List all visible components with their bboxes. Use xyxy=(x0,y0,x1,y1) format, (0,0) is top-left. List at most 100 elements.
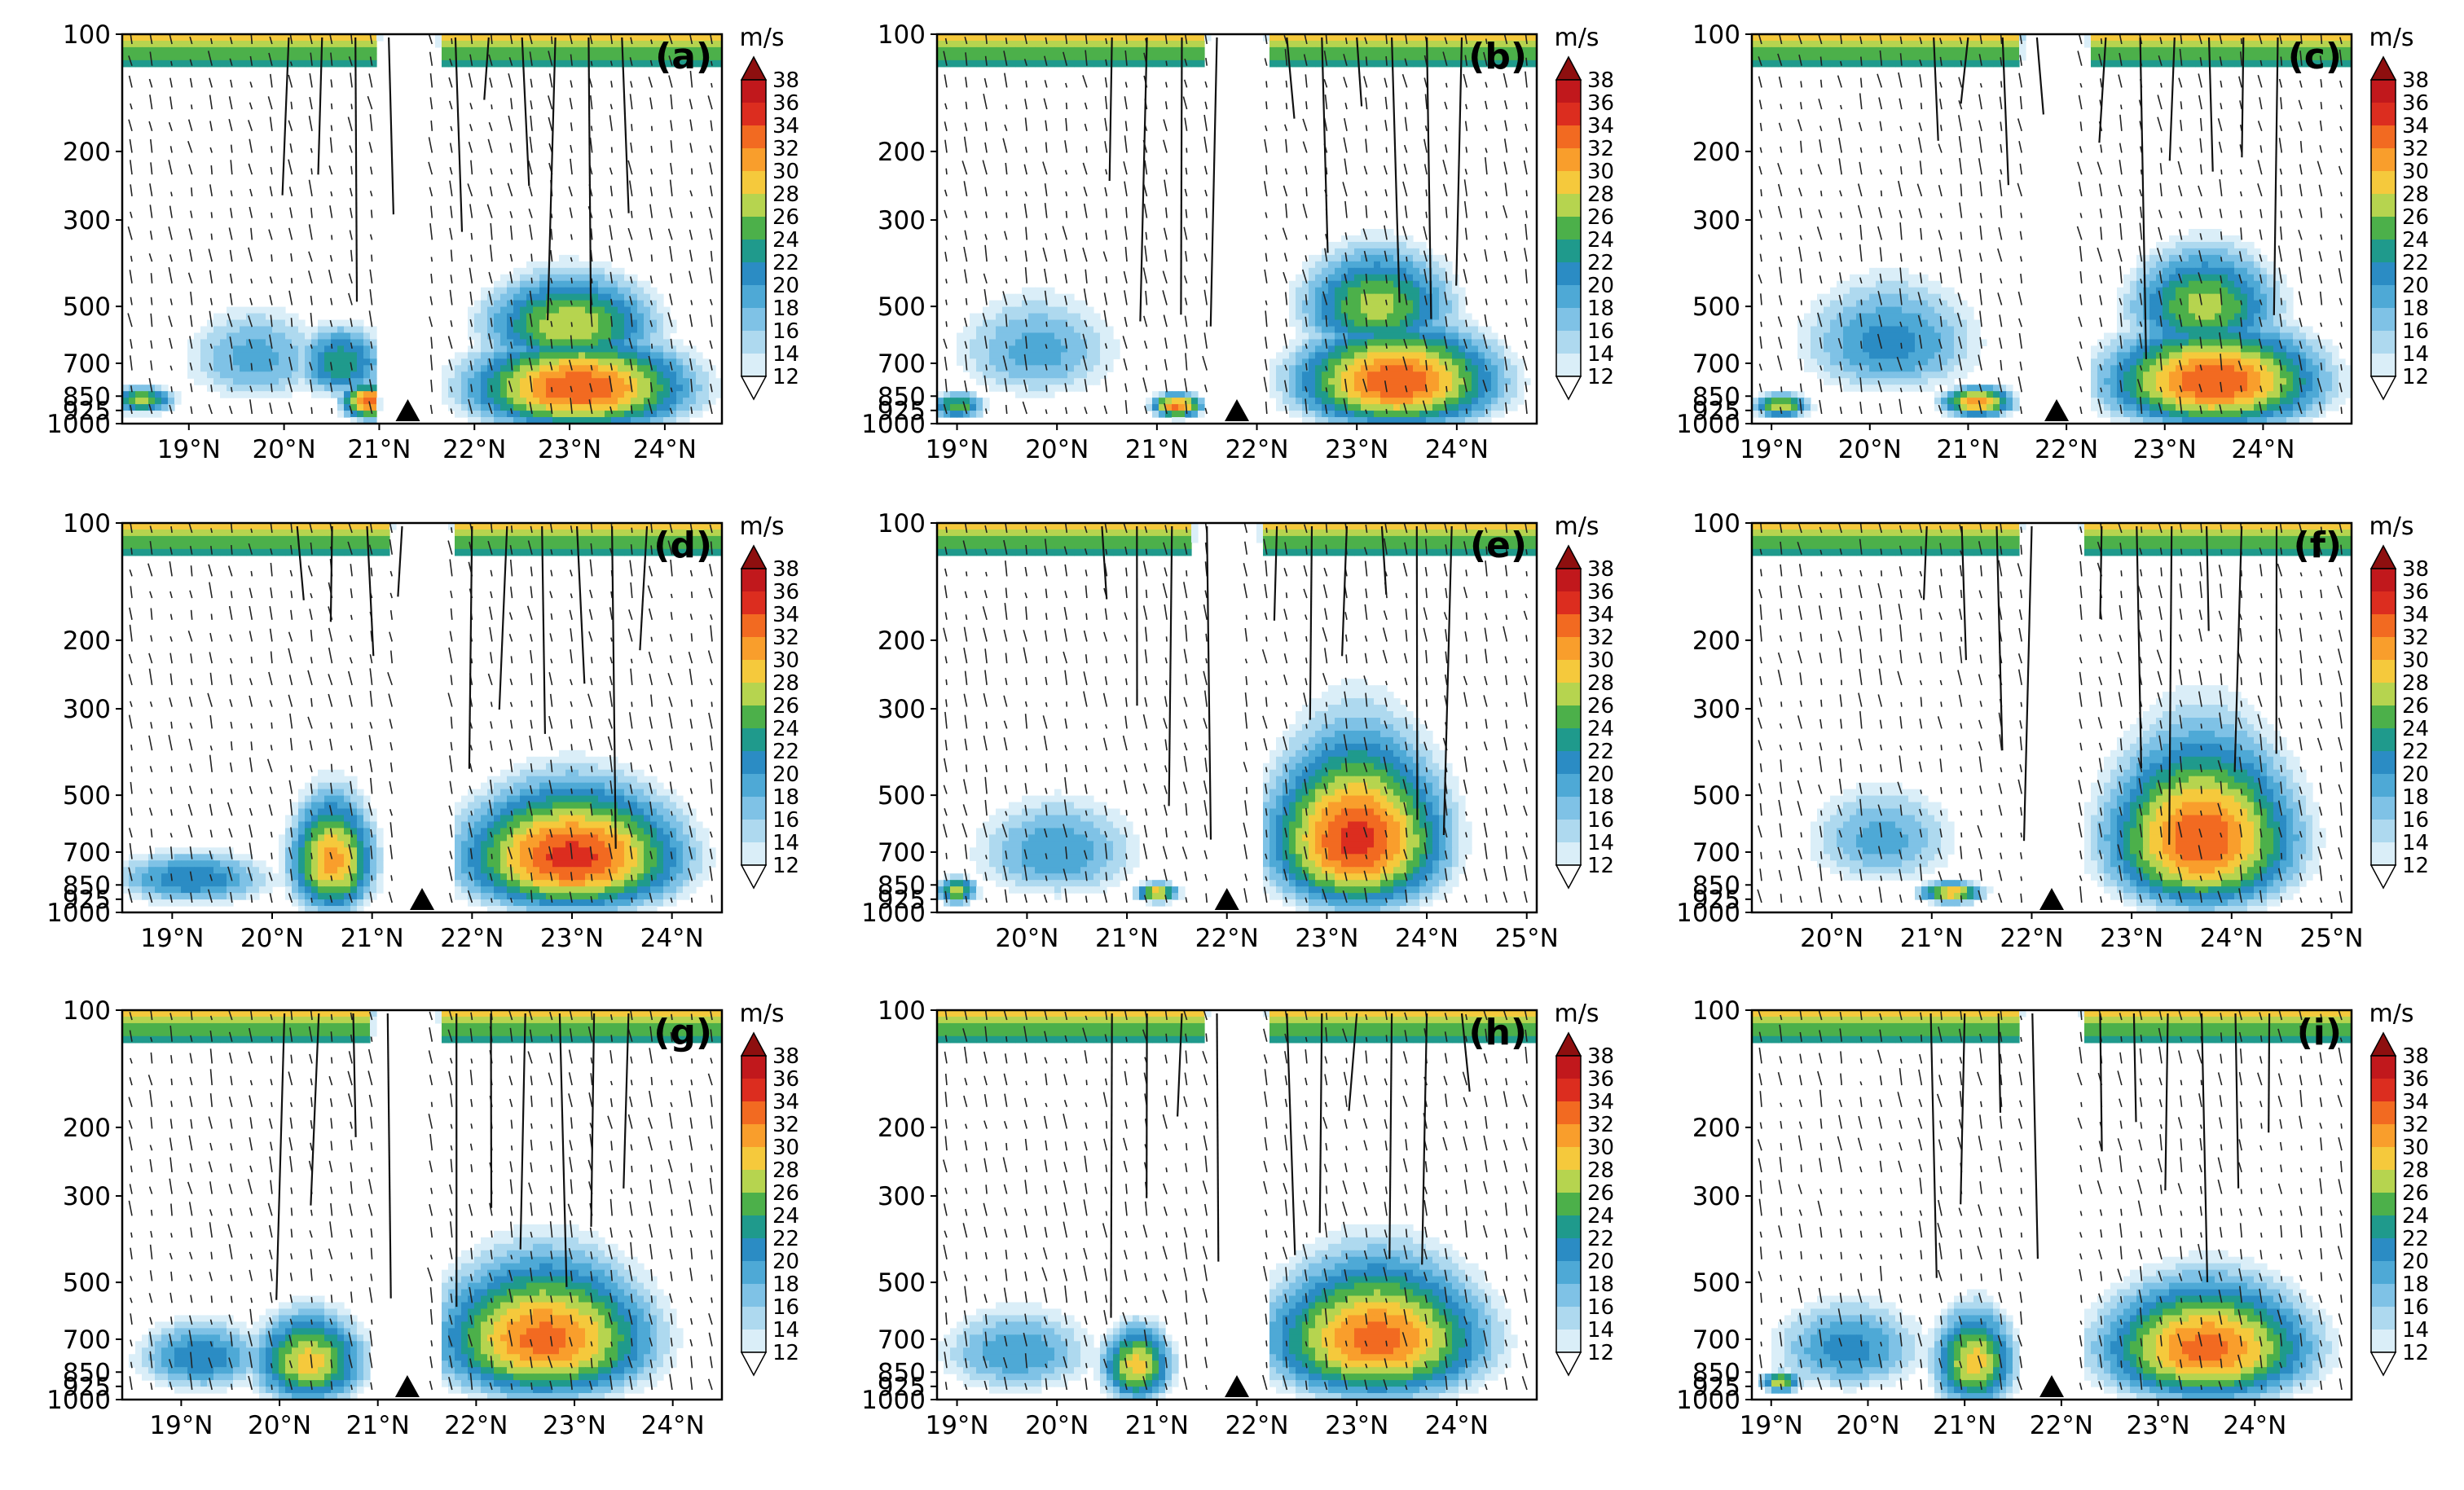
colorbar-label: 28 xyxy=(1587,1158,1614,1183)
panel-label: (d) xyxy=(653,525,712,566)
y-tick-label: 1000 xyxy=(1676,899,1740,928)
colorbar-segment xyxy=(2371,1056,2396,1079)
colorbar-segment xyxy=(1556,1330,1581,1353)
colorbar-segment xyxy=(1556,1307,1581,1330)
colorbar-segment xyxy=(741,148,766,172)
x-tick-label: 23°N xyxy=(2100,924,2163,953)
colorbar-label: 38 xyxy=(772,68,799,93)
y-tick-label: 500 xyxy=(1692,1268,1740,1298)
colorbar-label: 20 xyxy=(772,274,799,298)
colorbar-label: 20 xyxy=(2402,274,2429,298)
colorbar-label: 30 xyxy=(2402,1136,2429,1160)
colorbar-label: 22 xyxy=(2402,251,2429,275)
y-tick-label: 200 xyxy=(63,1114,111,1143)
x-tick-label: 24°N xyxy=(1425,1411,1489,1440)
colorbar-segment xyxy=(741,660,766,683)
y-tick-label: 850 xyxy=(878,382,926,411)
y-tick-label: 300 xyxy=(1692,1182,1740,1211)
colorbar-label: 20 xyxy=(772,763,799,787)
y-tick-label: 300 xyxy=(63,206,111,235)
colorbar-label: 12 xyxy=(2402,854,2429,878)
colorbar-label: 30 xyxy=(2402,648,2429,673)
colorbar-segment xyxy=(2371,1170,2396,1193)
panel-label: (e) xyxy=(1470,525,1527,566)
colorbar-segment xyxy=(2371,637,2396,661)
colorbar-segment xyxy=(2371,660,2396,683)
colorbar-segment xyxy=(741,1307,766,1330)
y-tick-label: 300 xyxy=(878,1182,926,1211)
y-tick-label: 700 xyxy=(63,838,111,868)
colorbar-label: 38 xyxy=(1587,68,1614,93)
colorbar-label: 34 xyxy=(1587,1090,1614,1114)
y-tick-label: 300 xyxy=(63,695,111,724)
colorbar-label: 32 xyxy=(1587,137,1614,161)
colorbar-label: 14 xyxy=(2402,342,2429,367)
colorbar-label: 16 xyxy=(772,1295,799,1320)
colorbar-label: 28 xyxy=(2402,182,2429,207)
colorbar-segment xyxy=(741,842,766,866)
colorbar-segment xyxy=(2371,728,2396,752)
colorbar-extend-min xyxy=(1555,1352,1582,1377)
colorbar-label: 38 xyxy=(1587,557,1614,582)
colorbar-label: 34 xyxy=(772,114,799,138)
x-tick-label: 21°N xyxy=(1095,924,1159,953)
y-tick-label: 1000 xyxy=(46,410,111,439)
colorbar-label: 14 xyxy=(1587,1318,1614,1343)
colorbar-segment xyxy=(741,1215,766,1239)
x-tick-label: 21°N xyxy=(1125,1411,1189,1440)
typhoon-center-marker xyxy=(2039,1375,2064,1397)
x-tick-label: 24°N xyxy=(641,1411,705,1440)
colorbar-label: 22 xyxy=(1587,1227,1614,1251)
colorbar-segment xyxy=(1556,660,1581,683)
colorbar-label: 28 xyxy=(2402,671,2429,696)
colorbar-segment xyxy=(1556,751,1581,775)
colorbar-segment xyxy=(2371,240,2396,263)
colorbar-segment xyxy=(1556,217,1581,240)
colorbar-label: 30 xyxy=(1587,1136,1614,1160)
colorbar-label: 14 xyxy=(2402,831,2429,855)
y-tick-label: 925 xyxy=(878,1373,926,1402)
colorbar-label: 30 xyxy=(2402,160,2429,184)
x-tick-label: 23°N xyxy=(540,924,604,953)
panel-label: (h) xyxy=(1468,1012,1527,1053)
colorbar-label: 36 xyxy=(2402,580,2429,604)
y-tick-label: 300 xyxy=(878,206,926,235)
colorbar-label: 12 xyxy=(1587,365,1614,389)
colorbar-segment xyxy=(1556,1056,1581,1079)
y-tick-label: 700 xyxy=(1692,838,1740,868)
colorbar-label: 34 xyxy=(2402,1090,2429,1114)
panel-label: (a) xyxy=(655,36,712,77)
colorbar-label: 26 xyxy=(772,205,799,230)
x-tick-label: 22°N xyxy=(2030,1411,2093,1440)
plot-area xyxy=(1752,523,2352,912)
plot-frame xyxy=(121,1009,724,1401)
colorbar-segment xyxy=(1556,1238,1581,1262)
wind-speed-field xyxy=(122,1010,722,1400)
colorbar-label: 20 xyxy=(1587,1250,1614,1274)
colorbar-segment xyxy=(741,683,766,706)
wind-vectors xyxy=(943,1010,1528,1391)
colorbar-label: 22 xyxy=(772,740,799,764)
wind-speed-field xyxy=(122,523,722,912)
colorbar-label: 34 xyxy=(2402,114,2429,138)
colorbar-label: 18 xyxy=(1587,1272,1614,1297)
x-tick-label: 21°N xyxy=(346,1411,410,1440)
colorbar-segment xyxy=(2371,1261,2396,1285)
colorbar-segment xyxy=(1556,1147,1581,1171)
updraft-vectors xyxy=(275,1013,630,1308)
colorbar-segment xyxy=(1556,1124,1581,1148)
colorbar-segment xyxy=(2371,1124,2396,1148)
colorbar-segment xyxy=(2371,569,2396,592)
y-tick-label: 200 xyxy=(878,626,926,656)
colorbar-segment xyxy=(741,125,766,149)
colorbar-segment xyxy=(1556,774,1581,798)
colorbar-label: 26 xyxy=(2402,1181,2429,1206)
wind-speed-field xyxy=(1752,1010,2352,1400)
panel-label: (g) xyxy=(653,1012,712,1053)
x-tick-label: 22°N xyxy=(1225,1411,1288,1440)
panel-label: (c) xyxy=(2288,36,2342,77)
colorbar-segment xyxy=(1556,1215,1581,1239)
